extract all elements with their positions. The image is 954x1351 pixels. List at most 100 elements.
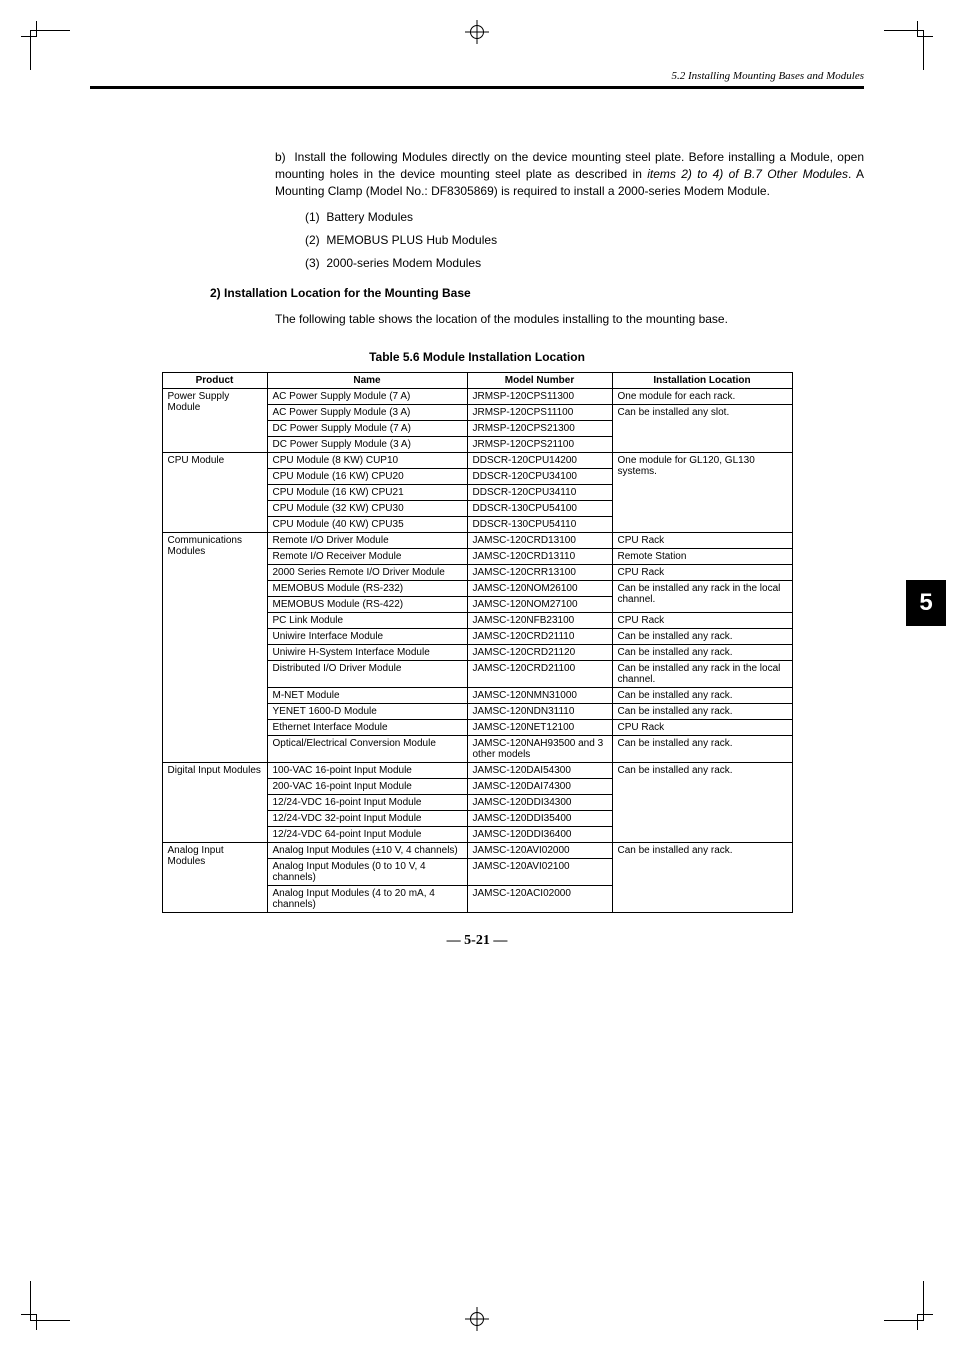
cell-location: Can be installed any rack. — [612, 628, 792, 644]
list-item-2-text: MEMOBUS PLUS Hub Modules — [326, 233, 497, 247]
cell-model: JRMSP-120CPS11300 — [467, 388, 612, 404]
cell-name: DC Power Supply Module (3 A) — [267, 436, 467, 452]
cell-model: JAMSC-120NET12100 — [467, 719, 612, 735]
list-item-1-text: Battery Modules — [326, 210, 413, 224]
cell-name: 12/24-VDC 16-point Input Module — [267, 794, 467, 810]
module-table: Product Name Model Number Installation L… — [162, 372, 793, 913]
cell-name: CPU Module (16 KW) CPU21 — [267, 484, 467, 500]
cell-model: JAMSC-120NAH93500 and 3 other models — [467, 735, 612, 762]
cell-model: JAMSC-120CRR13100 — [467, 564, 612, 580]
cell-name: YENET 1600-D Module — [267, 703, 467, 719]
cell-location: One module for GL120, GL130 systems. — [612, 452, 792, 532]
cell-model: JAMSC-120CRD21120 — [467, 644, 612, 660]
table-row: Digital Input Modules100-VAC 16-point In… — [162, 762, 792, 778]
cell-name: DC Power Supply Module (7 A) — [267, 420, 467, 436]
th-product: Product — [162, 372, 267, 388]
cell-product: Analog Input Modules — [162, 842, 267, 912]
page-number: — 5-21 — — [90, 933, 864, 949]
chapter-tab: 5 — [906, 580, 946, 626]
table-row: Power Supply ModuleAC Power Supply Modul… — [162, 388, 792, 404]
cell-name: AC Power Supply Module (3 A) — [267, 404, 467, 420]
cell-model: JAMSC-120ACI02000 — [467, 885, 612, 912]
cell-name: Remote I/O Driver Module — [267, 532, 467, 548]
th-location: Installation Location — [612, 372, 792, 388]
cell-name: M-NET Module — [267, 687, 467, 703]
crop-mark-bl — [30, 1281, 70, 1321]
cell-location: Can be installed any rack in the local c… — [612, 660, 792, 687]
item-b-label: b) — [275, 150, 286, 164]
cell-name: CPU Module (40 KW) CPU35 — [267, 516, 467, 532]
cell-model: JAMSC-120CRD13100 — [467, 532, 612, 548]
cell-model: JAMSC-120DAI54300 — [467, 762, 612, 778]
cell-location: Remote Station — [612, 548, 792, 564]
cell-model: JAMSC-120AVI02100 — [467, 858, 612, 885]
cell-name: CPU Module (16 KW) CPU20 — [267, 468, 467, 484]
cell-model: JRMSP-120CPS11100 — [467, 404, 612, 420]
cell-product: Digital Input Modules — [162, 762, 267, 842]
cell-model: JAMSC-120NDN31110 — [467, 703, 612, 719]
cell-model: JAMSC-120NFB23100 — [467, 612, 612, 628]
paragraph-b: b) Install the following Modules directl… — [275, 149, 864, 272]
cell-name: CPU Module (8 KW) CUP10 — [267, 452, 467, 468]
cell-model: JAMSC-120CRD21110 — [467, 628, 612, 644]
table-caption: Table 5.6 Module Installation Location — [90, 350, 864, 364]
cell-name: MEMOBUS Module (RS-232) — [267, 580, 467, 596]
table-row: CPU ModuleCPU Module (8 KW) CUP10DDSCR-1… — [162, 452, 792, 468]
cell-location: Can be installed any rack. — [612, 703, 792, 719]
cell-location: CPU Rack — [612, 612, 792, 628]
cell-name: CPU Module (32 KW) CPU30 — [267, 500, 467, 516]
cell-model: DDSCR-130CPU54110 — [467, 516, 612, 532]
cell-model: DDSCR-130CPU54100 — [467, 500, 612, 516]
cell-location: Can be installed any rack. — [612, 687, 792, 703]
cell-location: Can be installed any rack. — [612, 735, 792, 762]
registration-mark-top — [465, 20, 489, 44]
cell-model: JRMSP-120CPS21100 — [467, 436, 612, 452]
cell-name: 100-VAC 16-point Input Module — [267, 762, 467, 778]
cell-model: JAMSC-120NMN31000 — [467, 687, 612, 703]
th-model: Model Number — [467, 372, 612, 388]
running-header: 5.2 Installing Mounting Bases and Module… — [90, 70, 864, 82]
cell-name: Ethernet Interface Module — [267, 719, 467, 735]
sub-list: (1) Battery Modules (2) MEMOBUS PLUS Hub… — [305, 209, 864, 271]
cell-name: Uniwire H-System Interface Module — [267, 644, 467, 660]
cell-location: Can be installed any rack. — [612, 842, 792, 912]
cell-product: Power Supply Module — [162, 388, 267, 452]
cell-name: MEMOBUS Module (RS-422) — [267, 596, 467, 612]
list-item-1-num: (1) — [305, 210, 320, 224]
item-b-italic: items 2) to 4) of B.7 Other Modules — [647, 167, 848, 181]
cell-location: CPU Rack — [612, 564, 792, 580]
cell-model: JAMSC-120DDI34300 — [467, 794, 612, 810]
cell-location: CPU Rack — [612, 532, 792, 548]
cell-name: 12/24-VDC 64-point Input Module — [267, 826, 467, 842]
th-name: Name — [267, 372, 467, 388]
cell-location: Can be installed any rack. — [612, 762, 792, 842]
cell-name: Remote I/O Receiver Module — [267, 548, 467, 564]
cell-model: JAMSC-120NOM27100 — [467, 596, 612, 612]
cell-location: Can be installed any rack in the local c… — [612, 580, 792, 612]
cell-name: Optical/Electrical Conversion Module — [267, 735, 467, 762]
cell-name: Analog Input Modules (±10 V, 4 channels) — [267, 842, 467, 858]
section-2-desc: The following table shows the location o… — [275, 312, 864, 326]
cell-name: 12/24-VDC 32-point Input Module — [267, 810, 467, 826]
cell-name: 2000 Series Remote I/O Driver Module — [267, 564, 467, 580]
table-row: Communications ModulesRemote I/O Driver … — [162, 532, 792, 548]
crop-mark-tl — [30, 30, 70, 70]
table-header-row: Product Name Model Number Installation L… — [162, 372, 792, 388]
list-item-3-num: (3) — [305, 256, 320, 270]
header-rule — [90, 86, 864, 89]
crop-mark-tr — [884, 30, 924, 70]
cell-location: Can be installed any slot. — [612, 404, 792, 452]
cell-name: 200-VAC 16-point Input Module — [267, 778, 467, 794]
cell-model: JAMSC-120CRD21100 — [467, 660, 612, 687]
list-item-2-num: (2) — [305, 233, 320, 247]
cell-product: Communications Modules — [162, 532, 267, 762]
cell-location: One module for each rack. — [612, 388, 792, 404]
cell-model: JRMSP-120CPS21300 — [467, 420, 612, 436]
cell-model: JAMSC-120DDI35400 — [467, 810, 612, 826]
cell-name: AC Power Supply Module (7 A) — [267, 388, 467, 404]
cell-model: JAMSC-120DDI36400 — [467, 826, 612, 842]
cell-name: Analog Input Modules (4 to 20 mA, 4 chan… — [267, 885, 467, 912]
cell-model: DDSCR-120CPU14200 — [467, 452, 612, 468]
section-2-heading: 2) Installation Location for the Mountin… — [210, 286, 864, 300]
registration-mark-bottom — [465, 1307, 489, 1331]
